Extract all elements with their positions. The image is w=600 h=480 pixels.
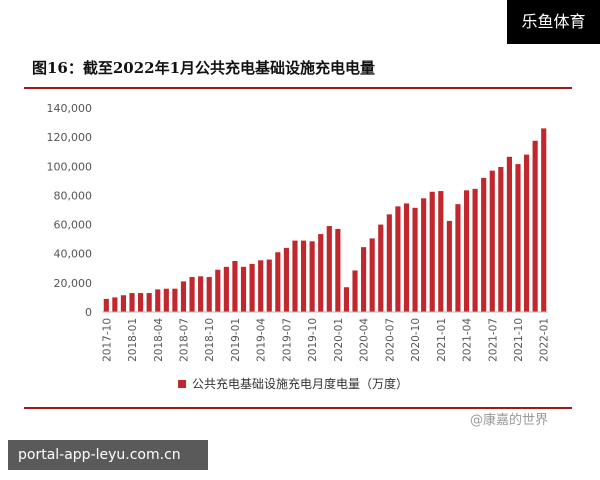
y-tick-label: 120,000	[47, 131, 93, 144]
x-tick-label: 2018-01	[127, 318, 139, 362]
bar	[403, 203, 410, 312]
x-tick-label: 2017-10	[101, 318, 113, 362]
x-tick-label: 2019-07	[281, 318, 293, 362]
y-axis: 0 20,000 40,000 60,000 80,000 100,000 120,000 1…	[47, 102, 93, 319]
bar	[446, 220, 452, 312]
bar	[455, 204, 461, 312]
bar	[189, 277, 195, 312]
x-tick-label: 2021-07	[487, 318, 499, 362]
x-axis: 2017-10 2018-01 2018-04 2018-07 2018-10 2019-…	[101, 318, 550, 362]
bar	[395, 206, 401, 312]
bar	[112, 297, 118, 312]
x-tick-label: 2020-04	[359, 318, 371, 362]
brand-watermark: 乐鱼体育	[507, 0, 600, 44]
bottom-rule	[24, 407, 572, 409]
bar	[318, 234, 324, 312]
y-tick-label: 60,000	[54, 219, 93, 232]
x-tick-label: 2021-10	[513, 318, 525, 362]
legend-swatch	[178, 380, 186, 388]
bar	[463, 190, 470, 312]
bar	[180, 281, 187, 312]
bar	[300, 240, 307, 312]
bar	[129, 293, 135, 312]
y-tick-label: 80,000	[54, 189, 93, 202]
bar	[215, 269, 221, 312]
y-tick-label: 20,000	[54, 277, 93, 290]
bar	[481, 177, 487, 312]
bar	[515, 164, 521, 312]
x-tick-label: 2019-10	[307, 318, 319, 362]
x-tick-label: 2022-01	[539, 318, 551, 362]
bar	[506, 156, 512, 312]
bar	[421, 198, 427, 312]
bar	[326, 226, 332, 312]
bar	[103, 298, 109, 312]
bar	[240, 266, 247, 312]
bar	[163, 288, 169, 312]
bar	[198, 276, 204, 312]
bar	[429, 191, 435, 312]
bar	[206, 277, 212, 312]
bar	[541, 128, 547, 312]
bar	[489, 170, 495, 312]
url-banner[interactable]: portal-app-leyu.com.cn	[8, 440, 208, 470]
bar	[283, 247, 289, 312]
bar	[412, 207, 418, 312]
bar	[249, 263, 255, 312]
bar	[138, 293, 144, 312]
x-tick-label: 2020-10	[410, 318, 422, 362]
legend-label: 公共充电基础设施充电月度电量（万度）	[192, 377, 409, 391]
bar	[258, 260, 264, 312]
bar	[369, 238, 375, 312]
bar	[155, 289, 161, 312]
x-tick-label: 2019-04	[256, 318, 268, 362]
y-tick-label: 140,000	[47, 102, 93, 115]
bar-chart: 0 20,000 40,000 60,000 80,000 100,000 120,000 1…	[47, 102, 551, 362]
bar	[343, 287, 350, 312]
bar	[472, 188, 478, 312]
bar	[120, 295, 127, 312]
bar	[532, 140, 538, 312]
bar	[335, 228, 341, 312]
x-tick-label: 2020-01	[333, 318, 345, 362]
bar	[438, 191, 444, 312]
bar	[146, 293, 152, 312]
bar-series	[103, 128, 547, 312]
x-tick-label: 2019-01	[230, 318, 242, 362]
chart-title: 图16：截至2022年1月公共充电基础设施充电电量	[32, 59, 376, 77]
source-watermark: @康嘉的世界	[470, 413, 549, 428]
bar	[223, 266, 229, 312]
bar	[352, 270, 358, 312]
bar	[292, 240, 298, 312]
bar	[523, 154, 530, 312]
bar	[232, 261, 238, 312]
bar	[172, 288, 178, 312]
bar	[266, 259, 272, 312]
x-tick-label: 2020-07	[384, 318, 396, 362]
bar	[361, 247, 367, 312]
bar	[309, 241, 315, 312]
x-tick-label: 2018-10	[204, 318, 216, 362]
title-rule	[24, 87, 572, 89]
x-tick-label: 2018-04	[153, 318, 165, 362]
x-tick-label: 2021-04	[462, 318, 474, 362]
bar	[275, 252, 281, 312]
y-tick-label: 40,000	[54, 248, 93, 261]
x-tick-label: 2021-01	[436, 318, 448, 362]
legend: 公共充电基础设施充电月度电量（万度）	[178, 375, 408, 392]
bar	[498, 167, 504, 312]
bar	[378, 224, 384, 312]
y-tick-label: 100,000	[47, 160, 93, 173]
y-tick-label: 0	[85, 306, 92, 319]
x-tick-label: 2018-07	[178, 318, 190, 362]
bar	[386, 214, 392, 312]
